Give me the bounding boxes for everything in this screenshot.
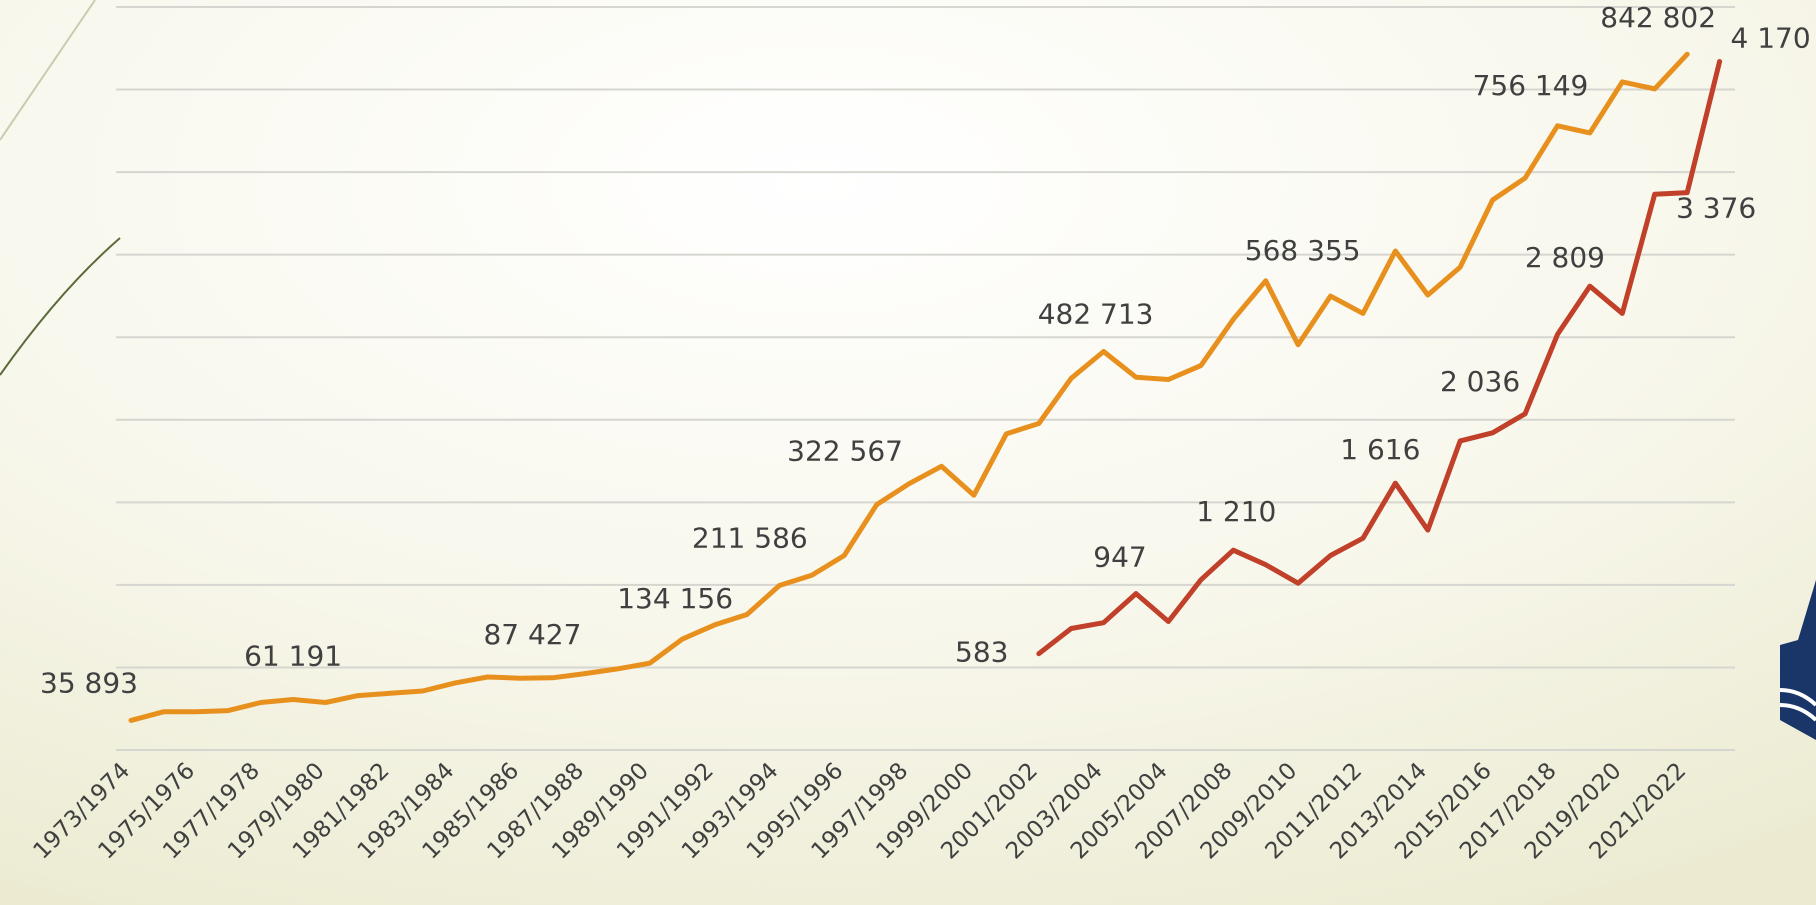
data-label: 61 191 xyxy=(244,639,342,672)
chart: 1973/19741975/19761977/19781979/19801981… xyxy=(0,0,1816,905)
data-label: 2 809 xyxy=(1525,241,1605,274)
page: 1973/19741975/19761977/19781979/19801981… xyxy=(0,0,1816,905)
data-label: 87 427 xyxy=(483,618,581,651)
data-label: 322 567 xyxy=(787,435,903,468)
data-label: 134 156 xyxy=(617,582,733,615)
data-label: 568 355 xyxy=(1245,234,1361,267)
data-label: 2 036 xyxy=(1440,365,1520,398)
data-label: 4 170 xyxy=(1730,21,1810,54)
data-label: 211 586 xyxy=(692,521,808,554)
data-label: 1 210 xyxy=(1196,495,1276,528)
data-label: 35 893 xyxy=(40,666,138,699)
data-label: 1 616 xyxy=(1340,433,1420,466)
data-label: 756 149 xyxy=(1473,69,1589,102)
data-label: 947 xyxy=(1093,541,1146,574)
data-label: 482 713 xyxy=(1038,297,1154,330)
data-label: 842 802 xyxy=(1600,1,1716,34)
data-label: 583 xyxy=(955,636,1008,669)
data-label: 3 376 xyxy=(1676,192,1756,225)
